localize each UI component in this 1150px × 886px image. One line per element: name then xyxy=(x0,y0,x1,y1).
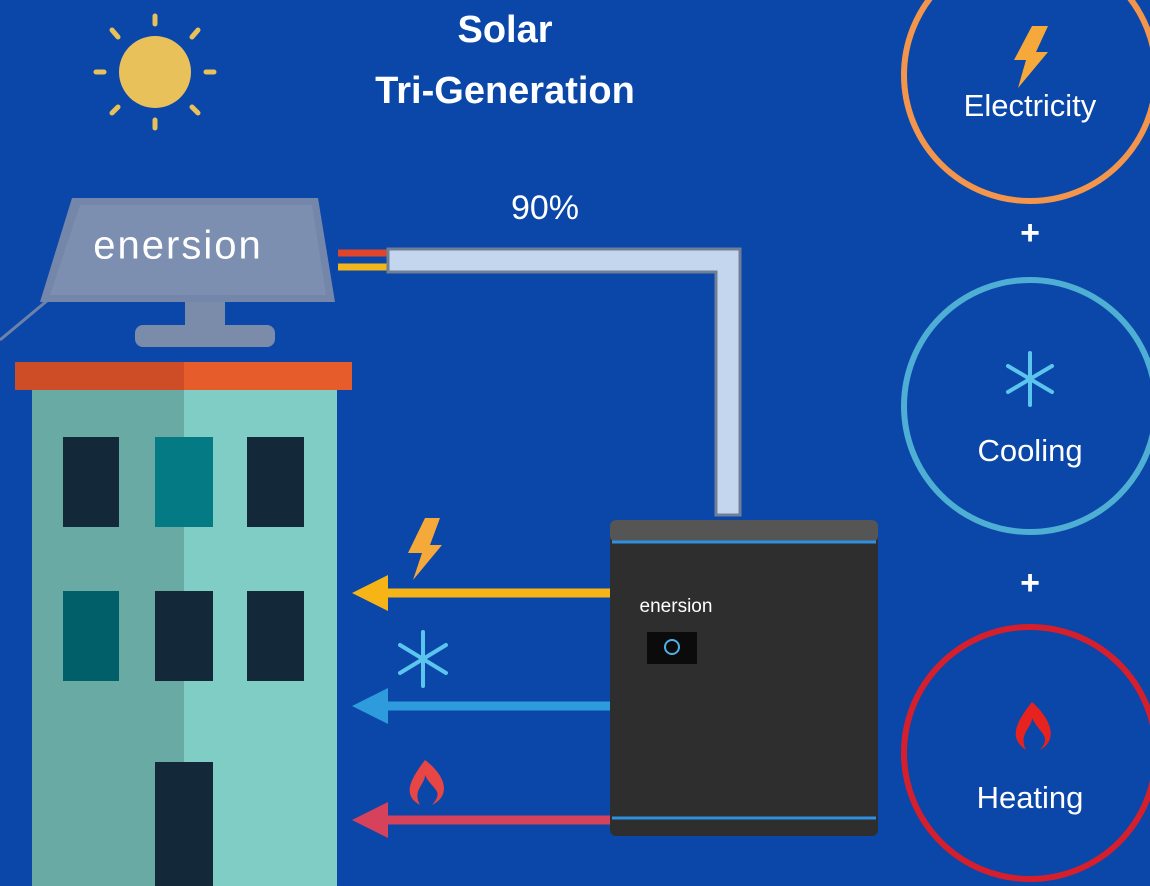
title-line: Tri-Generation xyxy=(375,70,635,112)
title-line: Solar xyxy=(457,9,552,51)
tri-gen-unit xyxy=(610,520,878,836)
output-label: Electricity xyxy=(964,88,1097,123)
output-label: Heating xyxy=(977,780,1084,815)
unit-brand: enersion xyxy=(640,596,713,617)
building xyxy=(15,362,352,886)
plus-sign: + xyxy=(1020,214,1040,252)
diagram: Solar Tri-Generation enersion 90% xyxy=(0,0,1150,886)
plus-sign: + xyxy=(1020,564,1040,602)
panel-brand: enersion xyxy=(93,224,262,268)
output-label: Cooling xyxy=(977,433,1082,468)
page: Solar Tri-Generation enersion 90% xyxy=(0,0,1150,886)
efficiency-label: 90% xyxy=(511,189,579,227)
